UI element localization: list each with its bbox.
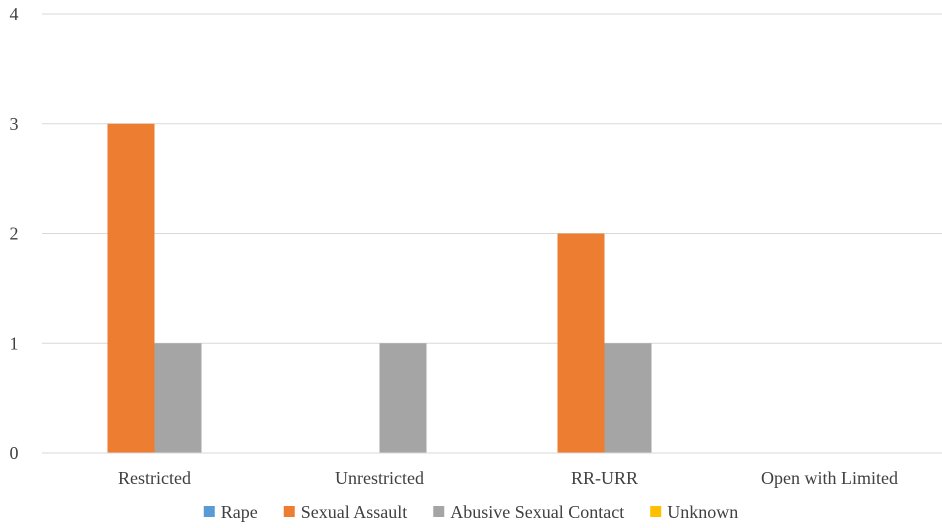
y-tick-label: 0 [10, 443, 19, 463]
bar-abusive-sexual-contact [154, 343, 202, 453]
legend-swatch [650, 506, 662, 517]
x-tick-label: RR-URR [571, 468, 638, 488]
bar-abusive-sexual-contact [379, 343, 427, 453]
y-axis: 0 1 2 3 4 [10, 4, 19, 463]
legend-label: Rape [221, 502, 258, 522]
bar-abusive-sexual-contact [604, 343, 652, 453]
legend-label: Unknown [667, 502, 738, 522]
legend-swatch [203, 506, 215, 517]
legend: Rape Sexual Assault Abusive Sexual Contact… [203, 502, 738, 522]
y-tick-label: 2 [10, 224, 19, 244]
legend-label: Abusive Sexual Contact [450, 502, 624, 522]
x-tick-label: Restricted [118, 468, 191, 488]
legend-swatch [283, 506, 295, 517]
bar-sexual-assault [107, 123, 155, 453]
bars [107, 123, 652, 453]
x-tick-label: Open with Limited [761, 468, 898, 488]
y-tick-label: 1 [10, 333, 19, 353]
y-tick-label: 4 [10, 4, 19, 24]
legend-label: Sexual Assault [301, 502, 408, 522]
bar-sexual-assault [557, 233, 605, 453]
x-axis: Restricted Unrestricted RR-URR Open with Li… [42, 452, 942, 488]
gridlines [42, 13, 942, 344]
x-tick-label: Unrestricted [335, 468, 424, 488]
y-tick-label: 3 [10, 114, 19, 134]
legend-swatch [433, 506, 445, 517]
